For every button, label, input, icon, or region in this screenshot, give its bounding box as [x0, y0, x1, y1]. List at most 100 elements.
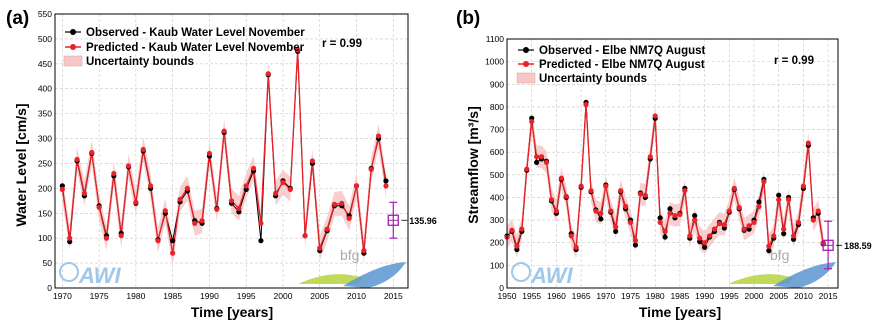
predicted-point — [519, 226, 525, 232]
y-tick-label: 0 — [47, 283, 52, 293]
predicted-point — [243, 183, 249, 189]
legend-predicted-label: Predicted - Elbe NM7Q August — [539, 59, 705, 71]
uncertainty-band — [507, 93, 824, 259]
predicted-point — [736, 205, 742, 211]
y-tick-label: 450 — [38, 59, 52, 69]
x-tick-label: 2000 — [274, 291, 293, 301]
predicted-point — [133, 199, 139, 205]
predicted-point — [553, 208, 560, 214]
predicted-point — [608, 208, 614, 214]
predicted-point — [563, 193, 569, 199]
observed-point — [662, 234, 668, 240]
predicted-point — [302, 233, 308, 239]
predicted-point — [287, 186, 293, 192]
awi-logo-ring — [59, 262, 79, 282]
legend-observed-marker — [523, 47, 529, 53]
predicted-point — [280, 179, 286, 185]
observed-point — [667, 206, 673, 212]
predicted-point — [170, 250, 176, 256]
predicted-point — [731, 185, 737, 191]
y-tick-label: 50 — [43, 258, 53, 268]
predicted-point — [568, 233, 574, 239]
x-tick-label: 1970 — [596, 291, 615, 301]
bfg-logo-text: bfg — [770, 247, 789, 263]
predicted-point — [258, 220, 264, 226]
x-axis-label: Time [years] — [191, 304, 273, 320]
legend-observed-marker — [70, 29, 76, 35]
predicted-point — [295, 47, 301, 53]
x-tick-label: 1980 — [126, 291, 145, 301]
x-tick-label: 1960 — [547, 291, 566, 301]
y-tick-label: 200 — [490, 238, 504, 248]
predicted-point — [716, 220, 723, 227]
predicted-point — [692, 217, 698, 223]
y-tick-label: 300 — [490, 215, 504, 225]
predicted-point — [81, 190, 88, 196]
predicted-point — [613, 224, 619, 230]
bfg-logo: bfg — [728, 247, 836, 288]
observed-point — [598, 216, 604, 222]
correlation-annotation: r = 0.99 — [322, 38, 362, 50]
predicted-point — [529, 119, 535, 125]
predicted-point — [331, 201, 338, 207]
predicted-point — [805, 140, 811, 146]
predicted-point — [140, 146, 146, 153]
predicted-point — [111, 170, 117, 177]
x-tick-label: 1985 — [670, 291, 689, 301]
predicted-point — [697, 235, 703, 241]
predicted-point — [771, 233, 777, 239]
y-tick-label: 100 — [490, 260, 504, 270]
predicted-point — [706, 233, 713, 239]
y-tick-label: 0 — [499, 283, 504, 293]
bfg-logo-green-swoosh — [298, 274, 363, 284]
x-tick-label: 1995 — [237, 291, 256, 301]
predicted-point — [353, 183, 360, 189]
plot-background — [507, 39, 838, 288]
predicted-point — [273, 190, 279, 196]
observed-point — [692, 212, 698, 219]
y-tick-label: 300 — [38, 134, 52, 144]
predicted-point — [810, 217, 816, 223]
awi-logo-ring — [511, 262, 531, 282]
observed-point — [756, 199, 762, 205]
x-tick-label: 2010 — [347, 291, 366, 301]
x-tick-label: 1985 — [163, 291, 182, 301]
predicted-point — [687, 233, 693, 239]
predicted-point — [317, 245, 323, 251]
y-tick-label: 1100 — [486, 34, 505, 44]
observed-point — [258, 238, 264, 244]
panel-b: 0 100 200 300 400 500 600 700 800 900 1000 1100 1950… — [456, 8, 872, 320]
predicted-point — [677, 211, 683, 218]
y-axis-label: Streamflow [m³/s] — [465, 106, 481, 223]
predicted-point — [657, 219, 663, 225]
predicted-point — [228, 198, 235, 204]
bfg-logo-blue-swoosh — [343, 262, 406, 288]
x-tick-label: 1950 — [498, 291, 517, 301]
observed-point — [534, 159, 540, 165]
predicted-point — [632, 237, 639, 244]
plot-frame — [54, 13, 409, 289]
predicted-point — [598, 210, 604, 216]
legend: Observed - Kaub Water Level November Pre… — [63, 27, 305, 68]
observed-point — [170, 238, 176, 244]
predicted-point — [103, 235, 110, 241]
plot-frame — [506, 38, 839, 289]
predicted-point — [815, 208, 821, 214]
plot-area: 0 100 200 300 400 500 600 700 800 900 1000 1100 1950… — [485, 34, 872, 301]
observed-point — [766, 248, 772, 254]
predicted-point — [59, 186, 65, 192]
predicted-point — [761, 179, 767, 185]
y-tick-label: 800 — [490, 102, 504, 112]
observed-point — [657, 215, 663, 221]
forecast-value-label: 188.59 — [844, 241, 872, 251]
predicted-point — [746, 223, 752, 229]
y-tick-label: 200 — [38, 183, 52, 193]
legend-observed-label: Observed - Elbe NM7Q August — [539, 45, 706, 57]
y-tick-label: 100 — [38, 233, 52, 243]
y-tick-label: 250 — [38, 158, 52, 168]
observed-point — [613, 228, 619, 235]
x-tick-label: 1980 — [646, 291, 665, 301]
legend-observed-label: Observed - Kaub Water Level November — [86, 27, 305, 39]
legend-uncertainty-label: Uncertainty bounds — [86, 56, 194, 68]
predicted-point — [642, 192, 648, 198]
